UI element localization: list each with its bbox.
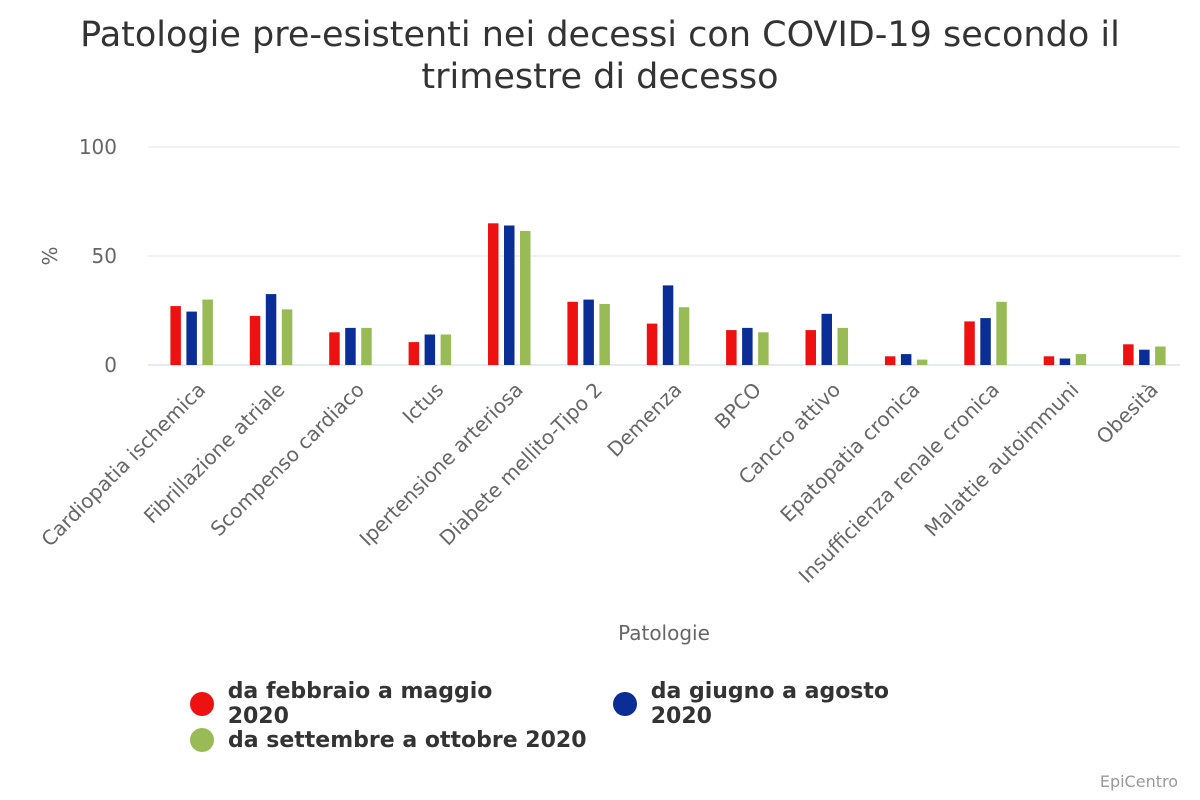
bar[interactable] — [329, 332, 340, 365]
bar[interactable] — [1155, 346, 1166, 366]
y-tick-label: 100 — [79, 135, 117, 159]
bar[interactable] — [249, 315, 261, 365]
legend-dot-sep-oct — [190, 728, 214, 752]
x-tick-label: Malattie autoimmuni — [920, 378, 1084, 542]
bar[interactable] — [964, 321, 975, 365]
y-axis-ticks: 0 50 100 — [79, 135, 117, 377]
bar[interactable] — [662, 285, 674, 365]
bar[interactable] — [520, 230, 531, 365]
bar[interactable] — [1139, 349, 1150, 365]
bar[interactable] — [281, 309, 293, 365]
y-axis-title: % — [38, 246, 62, 265]
bar[interactable] — [805, 330, 817, 365]
bar[interactable] — [488, 223, 499, 365]
bar[interactable] — [265, 294, 277, 365]
bar[interactable] — [758, 332, 769, 365]
bar[interactable] — [361, 327, 372, 365]
bar[interactable] — [726, 330, 737, 365]
bar[interactable] — [646, 323, 658, 365]
x-tick-label: Demenza — [602, 378, 686, 462]
bar[interactable] — [837, 327, 849, 365]
x-axis-title: Patologie — [618, 621, 710, 645]
bar[interactable] — [170, 306, 181, 365]
x-tick-label: Ictus — [398, 378, 449, 429]
bar[interactable] — [424, 334, 436, 366]
bar[interactable] — [583, 299, 594, 365]
x-tick-label: Scompenso cardiaco — [206, 378, 369, 541]
bar[interactable] — [440, 334, 452, 366]
bar[interactable] — [345, 327, 356, 365]
bar[interactable] — [408, 342, 420, 365]
bar[interactable] — [821, 313, 833, 365]
bar[interactable] — [1043, 356, 1055, 365]
bar[interactable] — [504, 225, 515, 366]
bar[interactable] — [884, 356, 896, 365]
x-tick-label: BPCO — [710, 378, 766, 434]
bar[interactable] — [186, 311, 197, 365]
legend-item-jun-aug[interactable]: da giugno a agosto 2020 — [613, 679, 954, 729]
legend-item-sep-oct[interactable]: da settembre a ottobre 2020 — [190, 728, 587, 753]
bar[interactable] — [900, 354, 912, 365]
y-tick-label: 50 — [92, 244, 117, 268]
y-tick-label: 0 — [104, 353, 117, 377]
x-tick-label: Fibrillazione atriale — [139, 378, 290, 529]
legend-label-sep-oct: da settembre a ottobre 2020 — [228, 727, 587, 753]
bar[interactable] — [996, 301, 1007, 365]
bar[interactable] — [599, 304, 610, 365]
legend-label-feb-may: da febbraio a maggio 2020 — [227, 679, 493, 729]
bars — [170, 223, 1166, 366]
bar[interactable] — [567, 301, 578, 365]
legend-dot-jun-aug — [613, 692, 637, 716]
bar[interactable] — [678, 307, 690, 365]
legend-item-feb-may[interactable]: da febbraio a maggio 2020 — [190, 679, 557, 729]
legend-dot-feb-may — [190, 692, 214, 716]
bar[interactable] — [1059, 358, 1071, 366]
bar[interactable] — [980, 318, 991, 365]
chart-title: Patologie pre-esistenti nei decessi con … — [80, 15, 1120, 97]
bar[interactable] — [202, 299, 213, 365]
credit-label: EpiCentro — [1099, 772, 1178, 791]
x-tick-label: Epatopatia cronica — [775, 378, 924, 527]
x-tick-label: Ipertensione arteriosa — [355, 378, 528, 551]
x-tick-label: Diabete mellito-Tipo 2 — [434, 378, 607, 551]
bar[interactable] — [916, 359, 928, 365]
legend: da febbraio a maggio 2020 da giugno a ag… — [190, 679, 1010, 758]
bar[interactable] — [742, 327, 753, 365]
x-tick-label: Obesità — [1091, 378, 1162, 449]
bar[interactable] — [1075, 354, 1087, 365]
legend-label-jun-aug: da giugno a agosto 2020 — [650, 679, 890, 729]
bar[interactable] — [1123, 344, 1134, 365]
x-tick-label: Cardiopatia ischemica — [36, 378, 210, 552]
